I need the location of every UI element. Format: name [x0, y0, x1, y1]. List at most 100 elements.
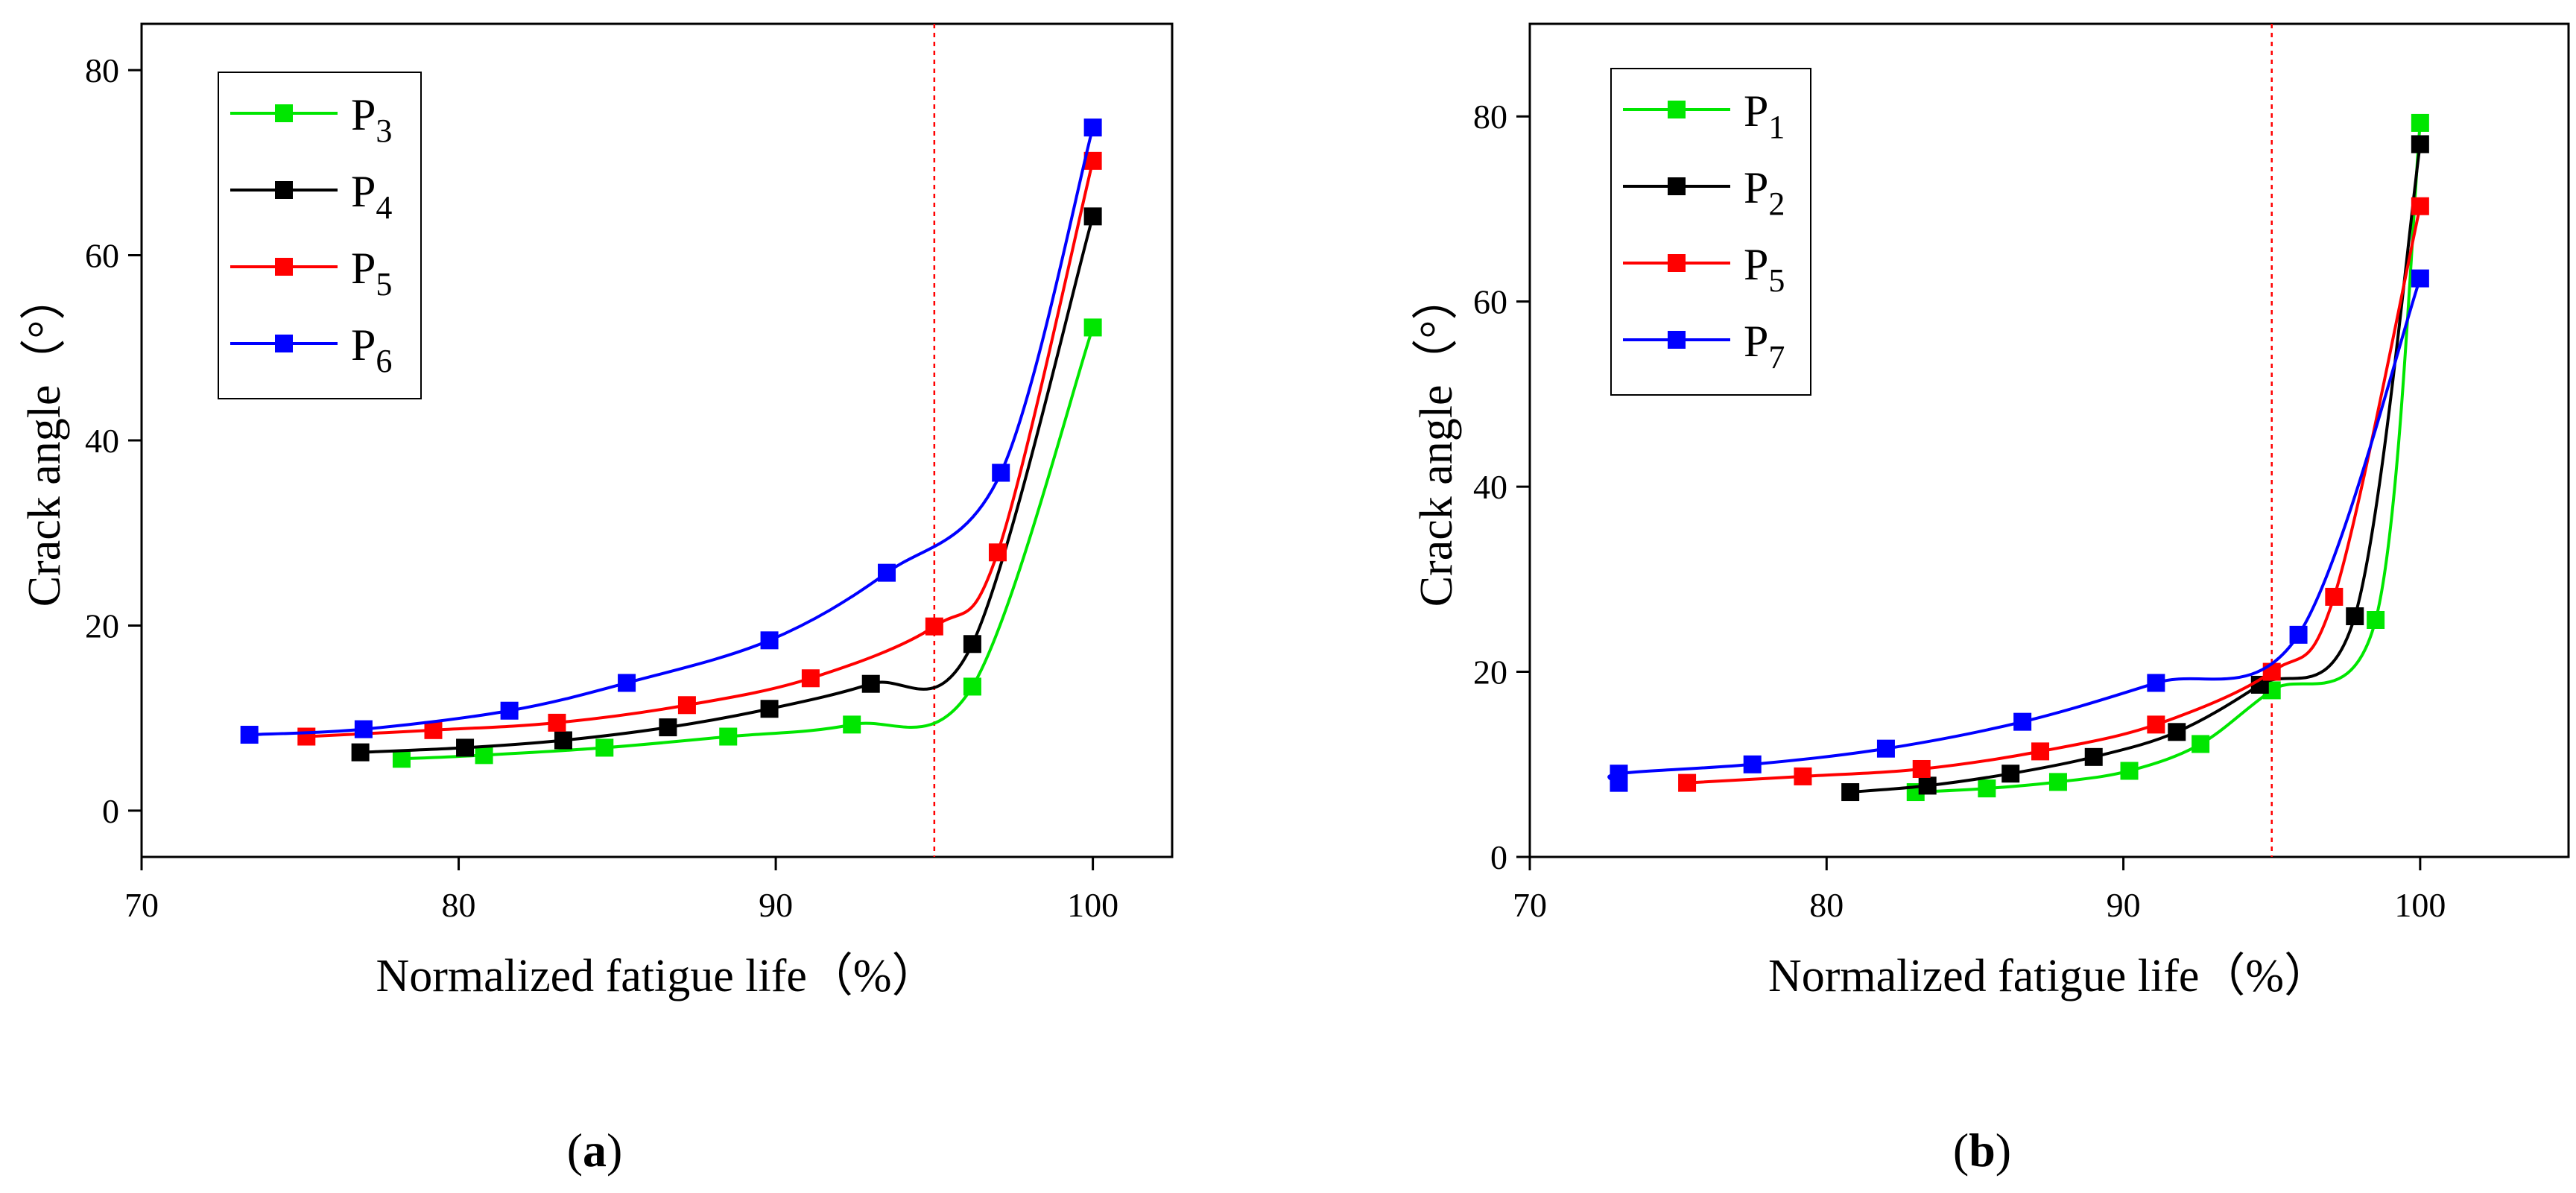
x-tick-label: 80 — [442, 886, 476, 924]
data-point-marker — [2411, 197, 2429, 215]
data-point-marker — [2048, 773, 2067, 791]
data-point-marker — [2289, 625, 2308, 644]
data-point-marker — [925, 617, 943, 636]
data-point-marker — [1978, 779, 1996, 798]
data-point-marker — [1912, 759, 1931, 778]
data-point-marker — [548, 713, 566, 732]
data-point-marker — [1918, 776, 1937, 795]
data-point-marker — [554, 731, 572, 750]
data-point-marker — [2120, 762, 2139, 780]
data-point-marker — [1083, 207, 1102, 226]
legend-label-subscript: 5 — [1768, 262, 1785, 299]
panel-label-letter: b — [1969, 1124, 1996, 1177]
legend-label-main: P — [1744, 163, 1768, 212]
y-axis-title: Crack angle（°） — [1411, 274, 1462, 607]
legend-label-subscript: 5 — [376, 266, 392, 303]
legend-label-subscript: 3 — [376, 113, 392, 149]
data-point-marker — [2168, 723, 2186, 741]
legend-label-main: P — [351, 90, 376, 139]
series-line-p6 — [249, 127, 1095, 737]
panel-label: (b) — [1953, 1124, 2011, 1177]
legend-label-main: P — [1744, 240, 1768, 289]
data-point-marker — [618, 674, 636, 692]
panel-label-open: ( — [1953, 1124, 1969, 1177]
legend-label-subscript: 6 — [376, 343, 392, 379]
legend-label: P2 — [1744, 163, 1785, 222]
series-line-p3 — [401, 326, 1095, 761]
panel-label-close: ) — [1996, 1124, 2011, 1177]
data-point-marker — [2084, 747, 2103, 766]
x-tick-label: 70 — [1513, 886, 1547, 924]
data-point-marker — [719, 727, 738, 746]
x-tick-label: 90 — [2107, 886, 2141, 924]
data-point-marker — [595, 738, 614, 757]
data-point-marker — [1083, 118, 1102, 137]
data-point-marker — [297, 727, 316, 746]
legend-label-main: P — [1744, 86, 1768, 136]
panel-a-chart: 70 80 90 100 0 20 40 60 80 Normalized fatigue lif… — [19, 22, 1174, 1177]
data-point-marker — [1794, 767, 1812, 785]
legend-label-subscript: 2 — [1768, 186, 1785, 222]
legend-label: P5 — [351, 244, 392, 303]
y-tick-label: 60 — [85, 237, 119, 275]
y-tick-label: 0 — [1490, 838, 1507, 876]
panel-label-close: ) — [607, 1124, 622, 1177]
data-point-marker — [963, 635, 981, 654]
data-point-marker — [1083, 318, 1102, 337]
data-point-marker — [1876, 739, 1895, 758]
legend-marker — [275, 258, 293, 276]
data-point-marker — [424, 721, 443, 739]
legend-label-subscript: 7 — [1768, 339, 1785, 376]
data-point-marker — [500, 701, 519, 720]
data-point-marker — [963, 677, 981, 696]
panel-b-chart: 70 80 90 100 0 20 40 60 80 Normalized fatigue lif… — [1411, 22, 2570, 1177]
data-point-marker — [2001, 765, 2020, 783]
legend-marker — [1668, 331, 1686, 349]
legend-label-main: P — [351, 167, 376, 216]
data-point-marker — [2411, 113, 2429, 132]
x-tick-label: 90 — [759, 886, 793, 924]
legend-label-subscript: 4 — [376, 189, 392, 226]
data-point-marker — [801, 669, 820, 688]
y-tick-label: 40 — [85, 422, 119, 460]
x-tick-label: 100 — [1067, 886, 1118, 924]
y-tick-label: 0 — [102, 792, 119, 830]
series-line-p1 — [1915, 122, 2422, 794]
x-tick-label: 100 — [2394, 886, 2446, 924]
data-point-marker — [2411, 135, 2429, 154]
plot-frame — [1528, 22, 2570, 858]
legend-marker — [275, 104, 293, 122]
legend-label-main: P — [1744, 317, 1768, 366]
data-point-marker — [456, 738, 475, 757]
data-point-marker — [988, 543, 1007, 562]
data-point-marker — [2147, 715, 2165, 734]
data-point-marker — [240, 726, 259, 744]
legend-label: P6 — [351, 320, 392, 379]
data-point-marker — [351, 743, 370, 762]
legend-marker — [1668, 101, 1686, 118]
legend-label: P1 — [1744, 86, 1785, 145]
data-point-marker — [2013, 712, 2032, 731]
y-tick-label: 40 — [1473, 468, 1507, 506]
data-point-marker — [1610, 765, 1628, 783]
data-point-marker — [1841, 783, 1860, 802]
data-point-marker — [760, 631, 779, 650]
panel-label-open: ( — [567, 1124, 583, 1177]
legend-label-subscript: 1 — [1768, 109, 1785, 145]
data-point-marker — [2367, 610, 2385, 629]
x-tick-label: 70 — [124, 886, 159, 924]
data-point-marker — [992, 463, 1010, 482]
series-line-p4 — [360, 215, 1095, 754]
data-point-marker — [2325, 587, 2344, 606]
data-point-marker — [2147, 674, 2165, 692]
data-point-marker — [392, 750, 411, 768]
legend-marker — [275, 335, 293, 352]
legend-label: P5 — [1744, 240, 1785, 299]
data-point-marker — [659, 718, 677, 737]
x-tick-label: 80 — [1809, 886, 1844, 924]
data-point-marker — [1743, 755, 1762, 773]
y-tick-label: 80 — [85, 51, 119, 89]
data-point-marker — [878, 563, 896, 582]
data-point-marker — [2262, 662, 2281, 681]
